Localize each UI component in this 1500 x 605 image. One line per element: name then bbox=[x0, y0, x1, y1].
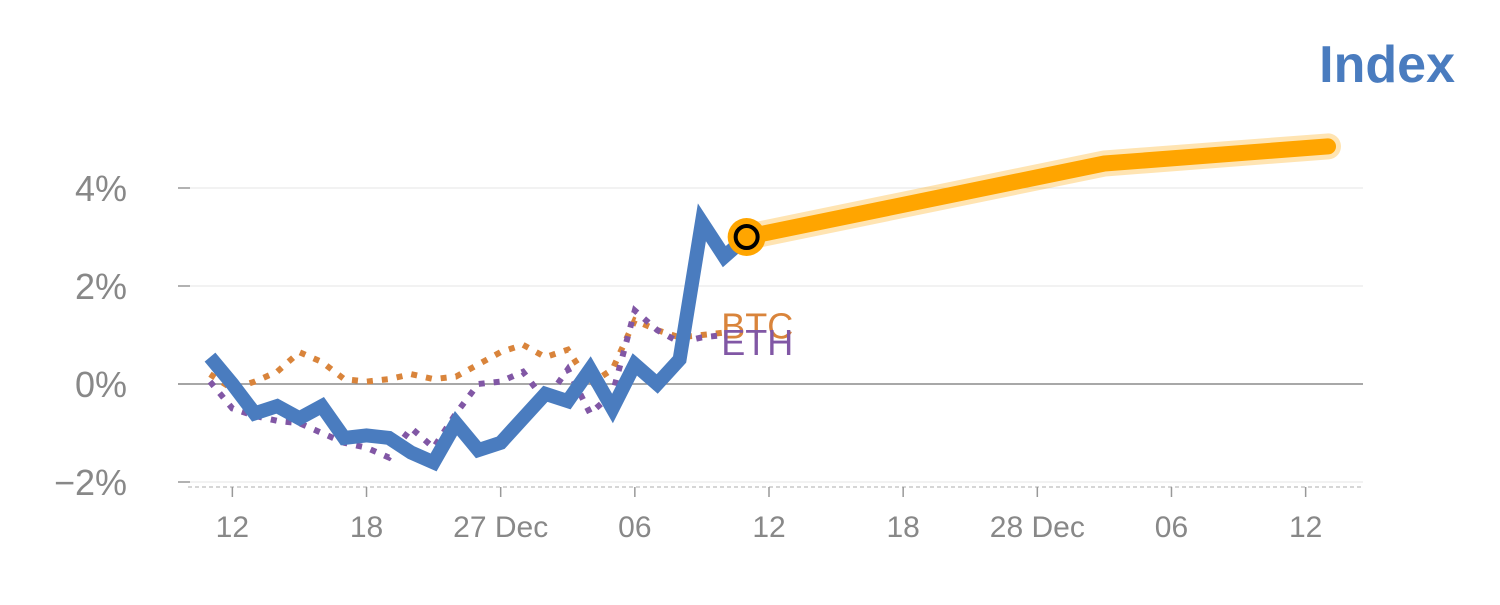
y-axis: 4% 2% 0% −2% bbox=[54, 168, 190, 503]
x-tick-label: 12 bbox=[752, 511, 785, 544]
y-tick-label: 0% bbox=[75, 364, 127, 405]
x-tick-label: 18 bbox=[350, 511, 383, 544]
y-tick-label: 4% bbox=[75, 168, 127, 209]
x-tick-label: 18 bbox=[886, 511, 919, 544]
x-tick-label: 06 bbox=[1155, 511, 1188, 544]
x-tick-label: 12 bbox=[216, 511, 249, 544]
highlight-marker bbox=[733, 224, 760, 250]
chart-title: Index bbox=[1319, 36, 1455, 94]
x-tick-label: 27 Dec bbox=[453, 511, 548, 544]
x-tick-label: 12 bbox=[1289, 511, 1322, 544]
btc-label: BTC bbox=[721, 306, 793, 347]
x-tick-label: 06 bbox=[618, 511, 651, 544]
y-tick-label: −2% bbox=[54, 462, 127, 503]
index-line bbox=[204, 203, 752, 472]
x-axis: 12 18 27 Dec 06 12 18 28 Dec 06 12 bbox=[188, 486, 1363, 544]
forecast-line bbox=[738, 138, 1336, 245]
y-tick-label: 2% bbox=[75, 266, 127, 307]
grid-layer bbox=[178, 187, 1363, 483]
eth-label: ETH bbox=[721, 322, 793, 363]
series-layer bbox=[204, 133, 1341, 472]
highlight-marker-ring bbox=[727, 218, 766, 256]
x-tick-label: 28 Dec bbox=[990, 511, 1085, 544]
